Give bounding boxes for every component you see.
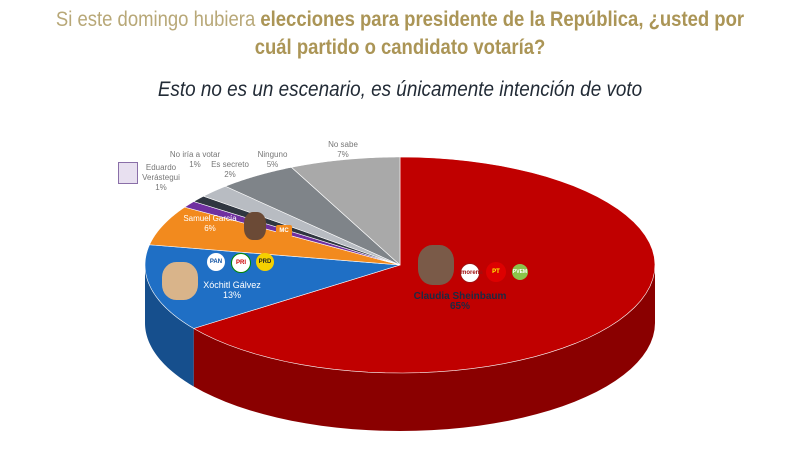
pie-slice-6 — [224, 166, 401, 266]
label-galvez: Xóchitl Gálvez 13% — [203, 280, 261, 300]
pvem-logo-icon: PVEM — [512, 264, 528, 280]
pie-slice-5 — [202, 185, 401, 266]
pie-slice-4 — [192, 195, 401, 266]
chart-title: Si este domingo hubiera elecciones para … — [55, 8, 745, 59]
label-es-secreto: Es secreto 2% — [211, 160, 249, 179]
pt-logo-icon: PT — [486, 262, 506, 282]
pan-logo-icon: PAN — [207, 253, 225, 271]
pri-logo-icon: PRI — [231, 253, 251, 273]
label-verastegui: Eduardo Verástegui 1% — [142, 163, 180, 192]
garcia-photo — [244, 212, 266, 240]
chart-subtitle: Esto no es un escenario, es únicamente i… — [157, 78, 643, 101]
pie-side-1 — [145, 265, 194, 387]
label-garcia: Samuel García 6% — [183, 214, 237, 233]
pie-slice-3 — [183, 201, 401, 266]
pie-slice-7 — [290, 156, 401, 266]
pie-side-0 — [193, 265, 655, 431]
mc-logo-icon: MC — [276, 225, 292, 237]
morena-logo-icon: morena — [460, 263, 483, 283]
galvez-photo — [162, 262, 198, 300]
pie-slice-2 — [149, 206, 401, 266]
verastegui-photo-icon — [118, 162, 138, 184]
label-no-iria: No iría a votar 1% — [169, 150, 221, 169]
label-no-sabe: No sabe 7% — [328, 140, 358, 159]
sheinbaum-photo — [418, 245, 454, 285]
prd-logo-icon: PRD — [256, 253, 274, 271]
label-sheinbaum: Claudia Sheinbaum 65% — [413, 291, 507, 312]
label-ninguno: Ninguno 5% — [257, 150, 288, 169]
